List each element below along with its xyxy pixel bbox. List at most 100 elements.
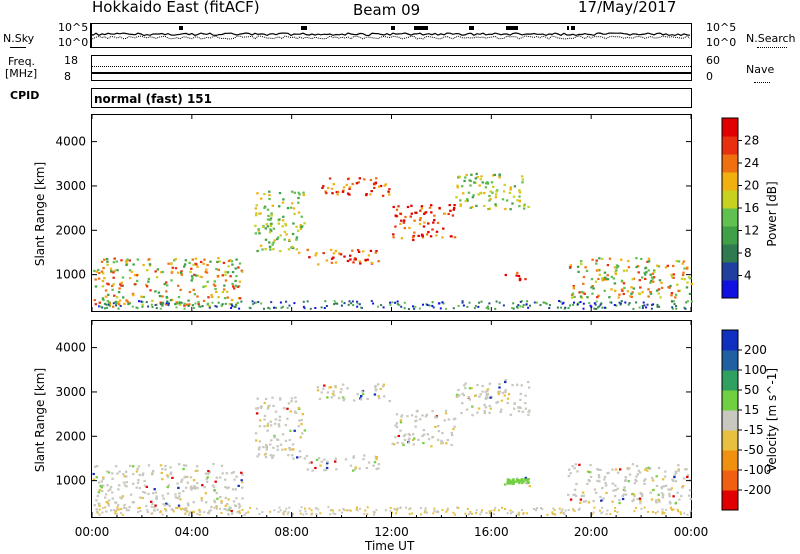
- scatter-cell: [412, 234, 415, 238]
- scatter-cell: [423, 221, 426, 224]
- scatter-cell: [236, 511, 239, 514]
- scatter-cell: [500, 408, 503, 411]
- scatter-cell: [180, 480, 183, 483]
- scatter-cell: [145, 485, 148, 488]
- scatter-cell: [105, 510, 108, 513]
- scatter-cell: [276, 238, 279, 241]
- scatter-cell: [581, 491, 585, 494]
- scatter-cell: [544, 301, 547, 304]
- noise-spike: [179, 26, 183, 30]
- scatter-cell: [388, 188, 391, 191]
- scatter-cell: [239, 297, 242, 300]
- scatter-cell: [185, 303, 189, 306]
- scatter-cell: [113, 294, 116, 297]
- scatter-cell: [189, 510, 192, 514]
- scatter-cell: [147, 277, 151, 280]
- scatter-cell: [674, 293, 678, 296]
- scatter-cell: [302, 513, 305, 516]
- scatter-cell: [174, 303, 177, 306]
- scatter-cell: [234, 305, 237, 308]
- scatter-cell: [194, 274, 198, 277]
- scatter-cell: [399, 506, 402, 509]
- scatter-cell: [301, 432, 304, 435]
- scatter-cell: [217, 296, 220, 299]
- scatter-cell: [241, 270, 244, 273]
- scatter-cell: [647, 510, 649, 513]
- scatter-cell: [646, 469, 649, 472]
- scatter-cell: [431, 301, 434, 304]
- scatter-cell: [315, 513, 318, 516]
- scatter-cell: [381, 385, 385, 388]
- scatter-cell: [661, 496, 664, 499]
- scatter-cell: [603, 475, 607, 479]
- scatter-cell: [107, 303, 110, 306]
- scatter-cell: [476, 176, 479, 179]
- scatter-cell: [123, 475, 126, 478]
- scatter-cell: [476, 383, 479, 387]
- scatter-cell: [421, 236, 425, 239]
- scatter-cell: [679, 513, 682, 515]
- scatter-cell: [527, 478, 530, 481]
- scatter-cell: [373, 393, 377, 396]
- scatter-cell: [151, 492, 155, 495]
- nave-trace: [92, 66, 691, 67]
- scatter-cell: [281, 448, 284, 451]
- scatter-cell: [231, 488, 235, 491]
- scatter-cell: [292, 448, 295, 451]
- scatter-cell: [276, 438, 279, 441]
- scatter-cell: [493, 173, 496, 176]
- scatter-cell: [109, 267, 113, 270]
- scatter-cell: [506, 481, 509, 484]
- scatter-cell: [486, 388, 490, 391]
- scatter-cell: [516, 271, 519, 274]
- scatter-cell: [660, 286, 664, 289]
- scatter-cell: [238, 307, 241, 310]
- scatter-cell: [686, 474, 690, 477]
- scatter-cell: [520, 509, 523, 511]
- scatter-cell: [129, 464, 132, 467]
- scatter-cell: [332, 390, 335, 393]
- scatter-cell: [95, 508, 98, 511]
- scatter-cell: [324, 468, 328, 471]
- scatter-cell: [562, 511, 565, 514]
- scatter-cell: [346, 387, 349, 390]
- scatter-cell: [151, 469, 155, 473]
- scatter-cell: [373, 186, 376, 189]
- scatter-cell: [319, 464, 322, 467]
- scatter-cell: [236, 301, 239, 304]
- scatter-cell: [269, 420, 272, 423]
- scatter-cell: [400, 237, 404, 240]
- scatter-cell: [366, 513, 369, 516]
- scatter-cell: [332, 256, 335, 259]
- scatter-cell: [518, 205, 521, 208]
- scatter-cell: [573, 301, 575, 304]
- scatter-cell: [416, 409, 419, 412]
- scatter-cell: [395, 215, 398, 218]
- scatter-cell: [147, 464, 151, 467]
- scatter-cell: [518, 482, 521, 485]
- scatter-cell: [155, 495, 158, 498]
- scatter-cell: [614, 506, 617, 509]
- scatter-cell: [190, 485, 193, 488]
- scatter-cell: [268, 404, 271, 407]
- scatter-cell: [214, 305, 217, 308]
- scatter-cell: [687, 276, 691, 279]
- scatter-cell: [329, 513, 332, 516]
- scatter-cell: [142, 490, 145, 494]
- scatter-cell: [166, 300, 169, 303]
- scatter-cell: [525, 479, 528, 482]
- scatter-cell: [598, 269, 601, 272]
- scatter-cell: [525, 512, 528, 515]
- scatter-cell: [616, 471, 620, 474]
- scatter-cell: [558, 507, 561, 510]
- scatter-cell: [414, 415, 418, 418]
- scatter-cell: [169, 473, 172, 476]
- scatter-cell: [264, 238, 268, 241]
- scatter-cell: [168, 504, 171, 508]
- scatter-cell: [435, 511, 438, 514]
- scatter-cell: [675, 260, 678, 263]
- scatter-cell: [107, 499, 111, 502]
- scatter-cell: [672, 508, 675, 511]
- scatter-cell: [256, 397, 259, 400]
- scatter-cell: [223, 297, 227, 300]
